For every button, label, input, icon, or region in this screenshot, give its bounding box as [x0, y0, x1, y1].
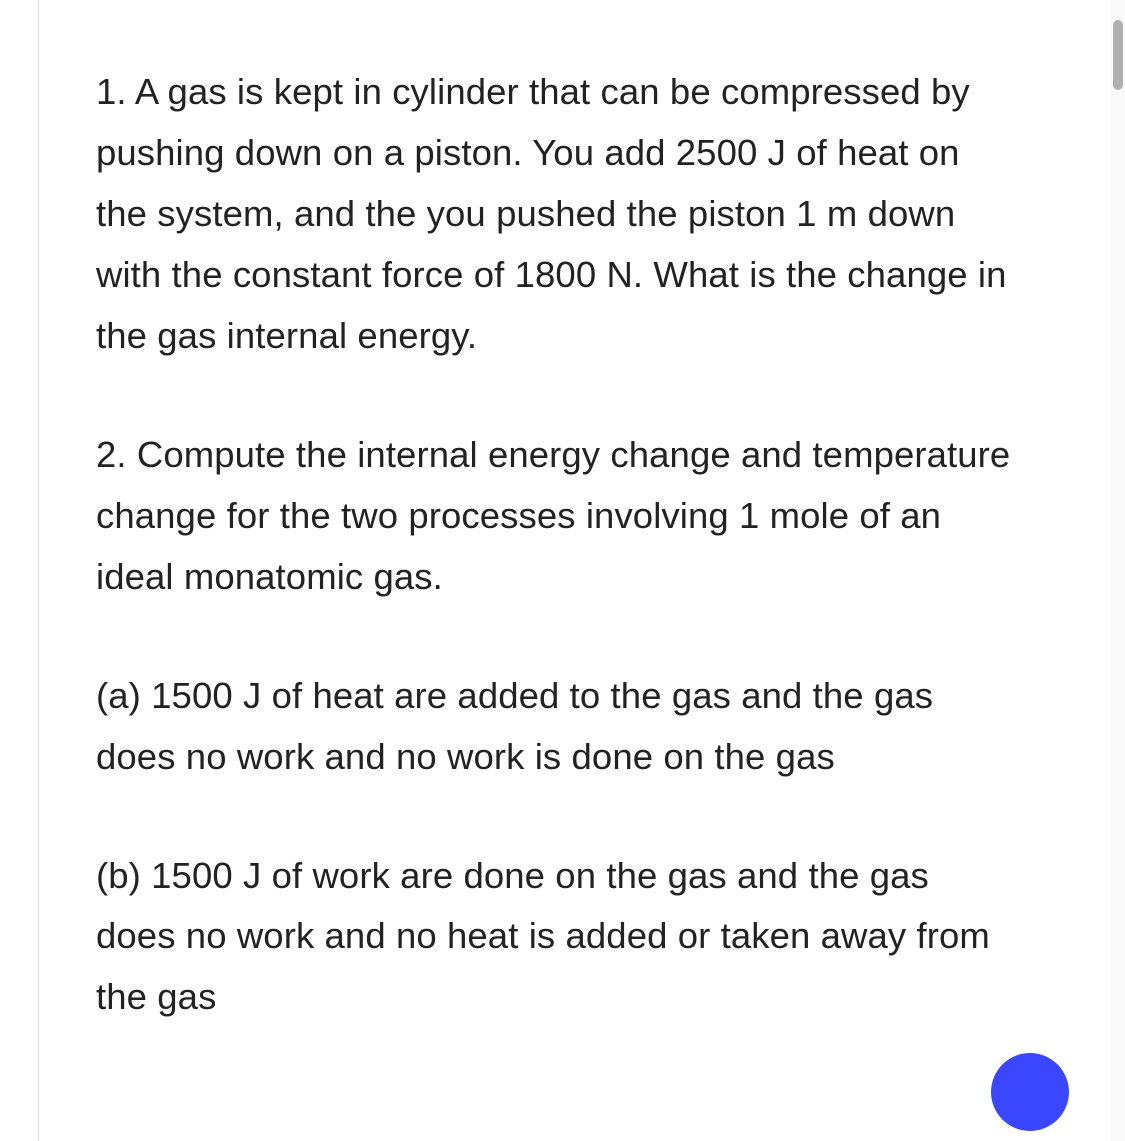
document-content: 1. A gas is kept in cylinder that can be…	[96, 62, 1016, 1028]
scrollbar-track[interactable]	[1111, 0, 1125, 1141]
paragraph-q1: 1. A gas is kept in cylinder that can be…	[96, 62, 1016, 367]
paragraph-q2a: (a) 1500 J of heat are added to the gas …	[96, 666, 1016, 788]
floating-action-button[interactable]	[991, 1053, 1069, 1131]
paragraph-q2: 2. Compute the internal energy change an…	[96, 425, 1016, 608]
scrollbar-thumb[interactable]	[1113, 20, 1123, 90]
page-viewport: 1. A gas is kept in cylinder that can be…	[0, 0, 1125, 1141]
paragraph-q2b: (b) 1500 J of work are done on the gas a…	[96, 846, 1016, 1029]
left-border-line	[38, 0, 39, 1141]
